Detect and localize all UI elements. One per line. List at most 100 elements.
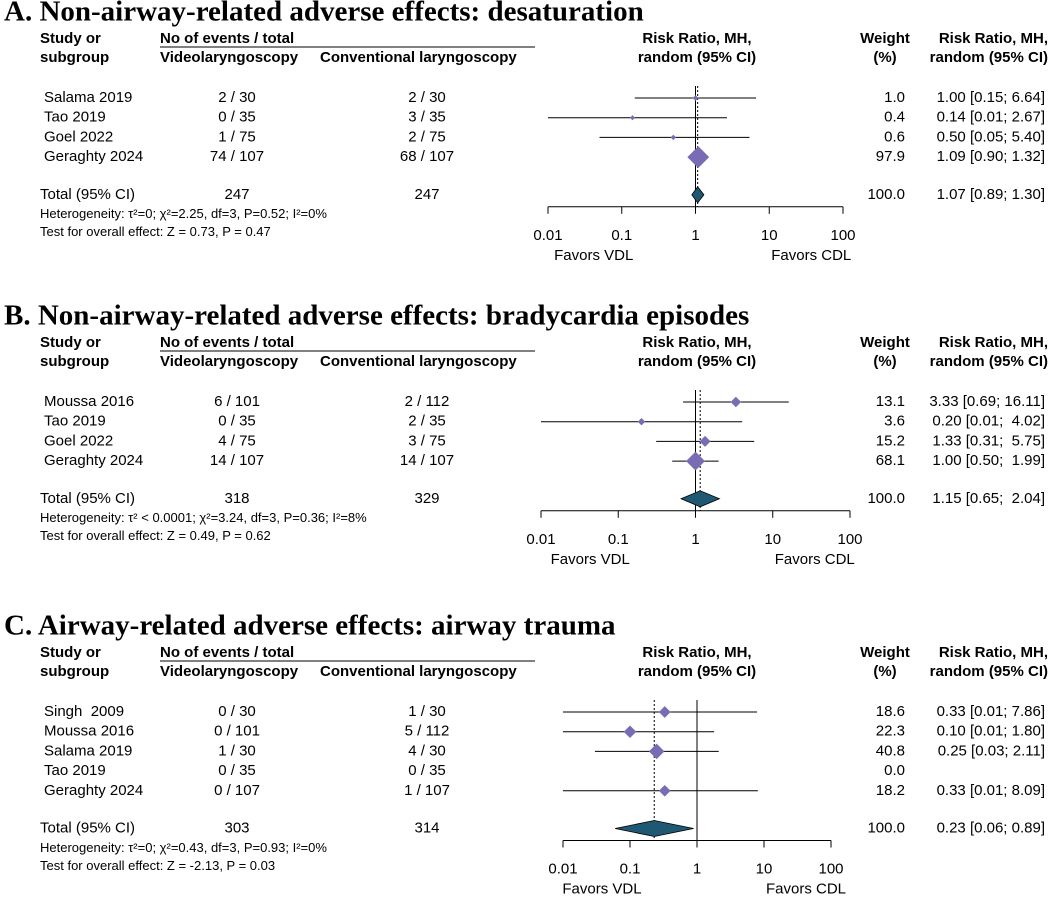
total-effect-label: 1.15 [0.65; 2.04]: [932, 490, 1045, 507]
study-name: Geraghty 2024: [44, 148, 143, 165]
effect-label: 1.00 [0.15; 6.64]: [937, 89, 1045, 106]
events-cdl: 0 / 35: [408, 762, 446, 779]
heterogeneity: Heterogeneity: τ² < 0.0001; χ²=3.24, df=…: [40, 510, 367, 525]
events-vdl: 14 / 107: [210, 452, 264, 469]
heterogeneity: Heterogeneity: τ²=0; χ²=0.43, df=3, P=0.…: [40, 840, 327, 855]
study-name: Moussa 2016: [44, 723, 134, 740]
events-vdl: 4 / 75: [218, 432, 256, 449]
overall-effect: Test for overall effect: Z = -2.13, P = …: [40, 858, 275, 873]
events-vdl: 6 / 101: [214, 393, 260, 410]
effect-label: 0.25 [0.03; 2.11]: [938, 742, 1045, 759]
study-marker: [699, 435, 711, 447]
total-label: Total (95% CI): [40, 186, 135, 203]
effect-label: 1.09 [0.90; 1.32]: [937, 148, 1045, 165]
events-cdl: 2 / 35: [408, 413, 446, 430]
x-tick-label: 0.1: [608, 531, 629, 548]
column-header: Study or: [40, 644, 101, 661]
events-vdl: 0 / 35: [218, 413, 256, 430]
study-marker: [658, 706, 671, 718]
effect-label: 3.33 [0.69; 16.11]: [929, 393, 1045, 410]
events-cdl: 4 / 30: [408, 742, 446, 759]
x-tick-label: 100: [818, 860, 843, 877]
heterogeneity: Heterogeneity: τ²=0; χ²=2.25, df=3, P=0.…: [40, 206, 327, 221]
x-tick-label: 0.01: [533, 227, 562, 244]
panel-title: B. Non-airway-related adverse effects: b…: [4, 300, 749, 332]
total-vdl: 247: [224, 186, 249, 203]
x-tick-label: 0.1: [611, 227, 632, 244]
column-header: Videolaryngoscopy: [160, 353, 299, 370]
events-vdl: 0 / 35: [218, 109, 256, 126]
column-header: No of events / total: [160, 334, 294, 351]
column-header: (%): [873, 49, 896, 66]
events-vdl: 1 / 75: [218, 128, 256, 145]
column-header: random (95% CI): [930, 663, 1048, 680]
total-cdl: 329: [414, 490, 439, 507]
column-header: Study or: [40, 334, 101, 351]
column-header: random (95% CI): [638, 353, 756, 370]
total-cdl: 247: [414, 186, 439, 203]
column-header: Risk Ratio, MH,: [939, 334, 1048, 351]
study-name: Salama 2019: [44, 742, 132, 759]
panel-title: C. Airway-related adverse effects: airwa…: [4, 610, 616, 642]
column-header: random (95% CI): [930, 49, 1048, 66]
column-header: random (95% CI): [930, 353, 1048, 370]
events-cdl: 1 / 107: [404, 782, 450, 799]
column-header: Study or: [40, 30, 101, 47]
favors-right: Favors CDL: [775, 551, 855, 568]
column-header: subgroup: [40, 49, 109, 66]
events-cdl: 5 / 112: [405, 723, 450, 740]
weight: 13.1: [876, 393, 905, 410]
study-marker: [687, 146, 710, 169]
pooled-diamond: [680, 490, 721, 508]
column-header: random (95% CI): [638, 49, 756, 66]
total-cdl: 314: [414, 819, 439, 836]
total-vdl: 303: [224, 819, 249, 836]
column-header: (%): [873, 353, 896, 370]
total-effect-label: 0.23 [0.06; 0.89]: [937, 819, 1045, 836]
study-name: Salama 2019: [44, 89, 132, 106]
effect-label: 0.14 [0.01; 2.67]: [937, 109, 1045, 126]
study-name: Tao 2019: [44, 762, 106, 779]
weight: 68.1: [876, 452, 905, 469]
effect-label: 0.10 [0.01; 1.80]: [937, 723, 1045, 740]
study-marker: [692, 95, 699, 101]
overall-effect: Test for overall effect: Z = 0.73, P = 0…: [40, 224, 271, 239]
column-header: No of events / total: [160, 30, 294, 47]
events-vdl: 74 / 107: [210, 148, 264, 165]
total-weight: 100.0: [867, 490, 905, 507]
favors-left: Favors VDL: [562, 880, 641, 897]
column-header: Weight: [860, 644, 910, 661]
study-name: Tao 2019: [44, 413, 106, 430]
column-header: random (95% CI): [638, 663, 756, 680]
study-marker: [658, 784, 671, 797]
events-cdl: 3 / 75: [408, 432, 446, 449]
favors-right: Favors CDL: [766, 880, 846, 897]
weight: 0.0: [884, 762, 905, 779]
column-header: No of events / total: [160, 644, 294, 661]
column-header: subgroup: [40, 353, 109, 370]
panel-title: A. Non-airway-related adverse effects: d…: [4, 0, 644, 28]
effect-label: 0.50 [0.05; 5.40]: [937, 128, 1045, 145]
events-vdl: 1 / 30: [218, 742, 256, 759]
study-marker: [730, 396, 742, 408]
study-marker: [623, 725, 637, 738]
study-name: Goel 2022: [44, 432, 113, 449]
column-header: Risk Ratio, MH,: [939, 30, 1048, 47]
x-tick-label: 0.01: [548, 860, 577, 877]
effect-label: 0.33 [0.01; 7.86]: [937, 703, 1045, 720]
events-vdl: 0 / 107: [214, 782, 260, 799]
study-marker: [648, 743, 665, 760]
total-label: Total (95% CI): [40, 819, 135, 836]
weight: 18.6: [876, 703, 905, 720]
column-header: Risk Ratio, MH,: [642, 30, 751, 47]
study-marker: [670, 134, 676, 141]
favors-left: Favors VDL: [551, 551, 630, 568]
study-name: Geraghty 2024: [44, 782, 143, 799]
effect-label: 1.00 [0.50; 1.99]: [932, 452, 1045, 469]
column-header: Videolaryngoscopy: [160, 49, 299, 66]
weight: 0.6: [884, 128, 905, 145]
column-header: Weight: [860, 30, 910, 47]
events-cdl: 68 / 107: [400, 148, 454, 165]
total-weight: 100.0: [867, 819, 905, 836]
events-cdl: 1 / 30: [408, 703, 446, 720]
